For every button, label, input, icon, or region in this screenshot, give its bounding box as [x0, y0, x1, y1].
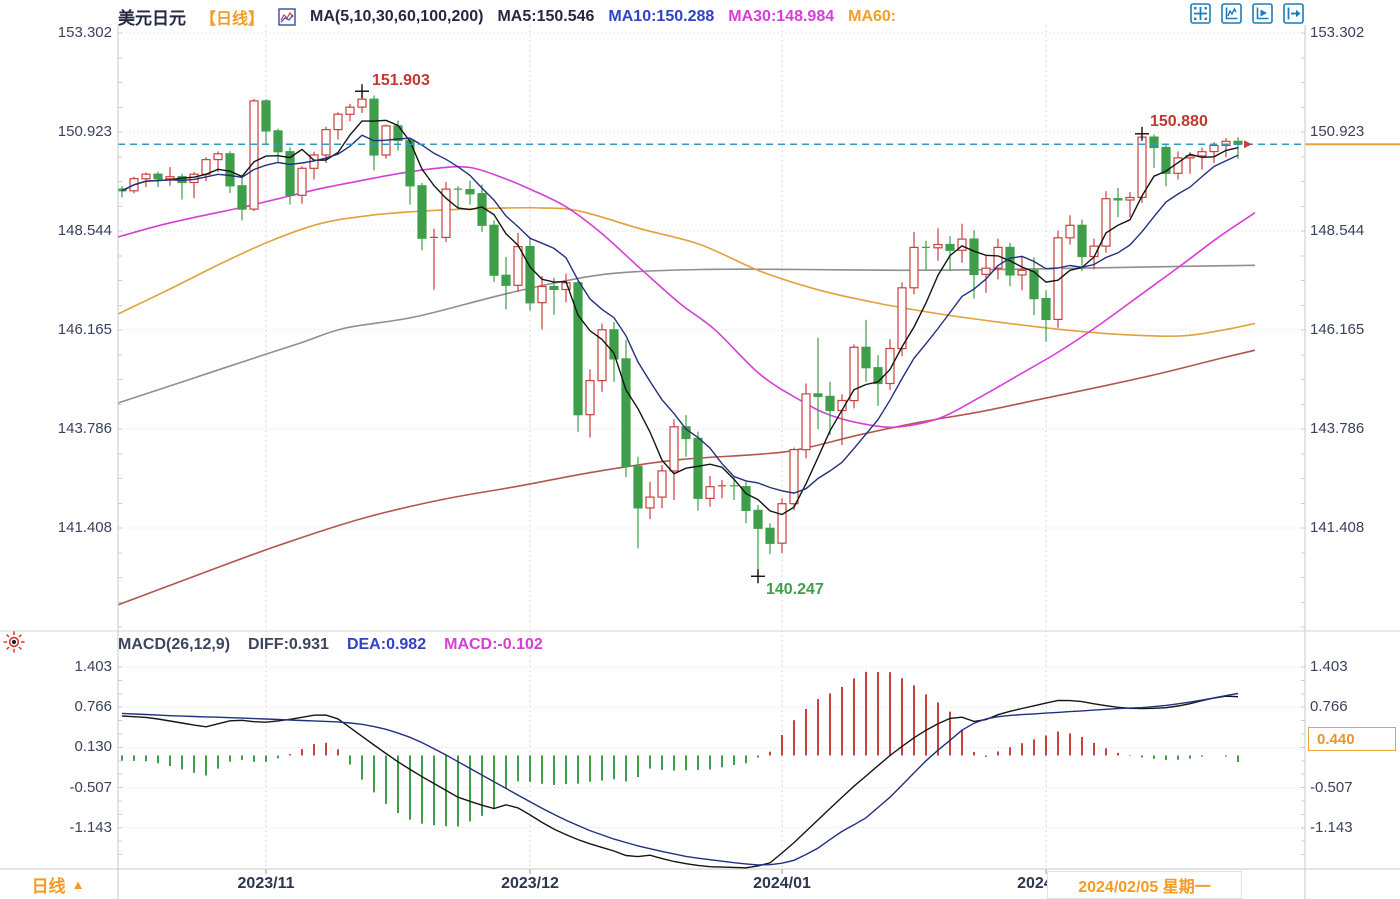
macd-axis-marker: 0.440 — [1308, 727, 1396, 751]
highlighted-date-label[interactable]: 2024/02/05 星期一 — [1047, 871, 1242, 899]
price-axis-label-left: 141.408 — [57, 519, 112, 536]
ma-params-label: MA(5,10,30,60,100,200) — [310, 7, 484, 25]
price-axis-label-left: 146.165 — [57, 321, 112, 338]
macd-axis-label-right: 1.403 — [1310, 658, 1348, 675]
x-axis-month-label: 2023/11 — [237, 875, 295, 892]
price-legend: 美元日元 【日线】 MA(5,10,30,60,100,200) MA5:150… — [118, 4, 896, 29]
price-axis-label-right: 143.786 — [1310, 420, 1365, 437]
macd-axis-label-right: -0.507 — [1310, 779, 1353, 796]
low-annotation-140247: 140.247 — [766, 581, 824, 598]
x-axis-month-label: 2024/01 — [753, 875, 811, 892]
up-triangle-icon: ▲ — [71, 876, 85, 892]
macd-axis-label-left: 0.130 — [74, 738, 112, 755]
price-axis-label-left: 150.923 — [57, 123, 112, 140]
indicator-window-icon[interactable] — [1221, 3, 1242, 24]
macd-axis-label-left: 0.766 — [74, 698, 112, 715]
ma10-value: MA10:150.288 — [608, 7, 715, 25]
period-selector[interactable]: 日线 ▲ — [0, 870, 116, 898]
price-axis-label-right: 153.302 — [1310, 24, 1365, 41]
macd-axis-label-left: -1.143 — [69, 819, 112, 836]
price-axis-label-right: 150.923 — [1310, 123, 1365, 140]
price-axis-label-right: 146.165 — [1310, 321, 1365, 338]
scale-play-icon[interactable] — [1252, 3, 1273, 24]
diff-value: DIFF:0.931 — [248, 636, 329, 653]
period-selector-label: 日线 — [31, 876, 66, 896]
x-axis-month-label: 2023/12 — [501, 875, 559, 892]
macd-legend: MACD(26,12,9) DIFF:0.931 DEA:0.982 MACD:… — [118, 636, 543, 654]
ma60-value: MA60: — [848, 7, 897, 25]
chart-toolbar — [1190, 3, 1304, 24]
dea-value: DEA:0.982 — [346, 636, 427, 653]
high-annotation-151903: 151.903 — [372, 72, 430, 89]
exit-arrow-icon[interactable] — [1283, 3, 1304, 24]
price-axis-label-right: 148.544 — [1310, 222, 1365, 239]
price-axis-label-left: 153.302 — [57, 24, 112, 41]
high-annotation-150880: 150.880 — [1150, 113, 1208, 130]
price-axis-label-left: 148.544 — [57, 222, 112, 239]
macd-axis-label-right: 0.766 — [1310, 698, 1348, 715]
ma30-value: MA30:148.984 — [728, 7, 835, 25]
macd-axis-label-left: 1.403 — [74, 658, 112, 675]
macd-value: MACD:-0.102 — [444, 636, 543, 653]
macd-axis-label-left: -0.507 — [69, 779, 112, 796]
price-axis-label-right: 141.408 — [1310, 519, 1365, 536]
period-tag: 【日线】 — [200, 10, 265, 28]
price-axis-label-left: 143.786 — [57, 420, 112, 437]
indicator-settings-icon[interactable] — [2, 630, 26, 659]
ma-indicator-icon — [278, 7, 296, 26]
crosshair-icon[interactable] — [1190, 3, 1211, 24]
ma5-value: MA5:150.546 — [497, 7, 595, 25]
macd-params-label: MACD(26,12,9) — [118, 636, 231, 653]
macd-axis-label-right: -1.143 — [1310, 819, 1353, 836]
symbol-title: 美元日元 — [118, 9, 186, 28]
